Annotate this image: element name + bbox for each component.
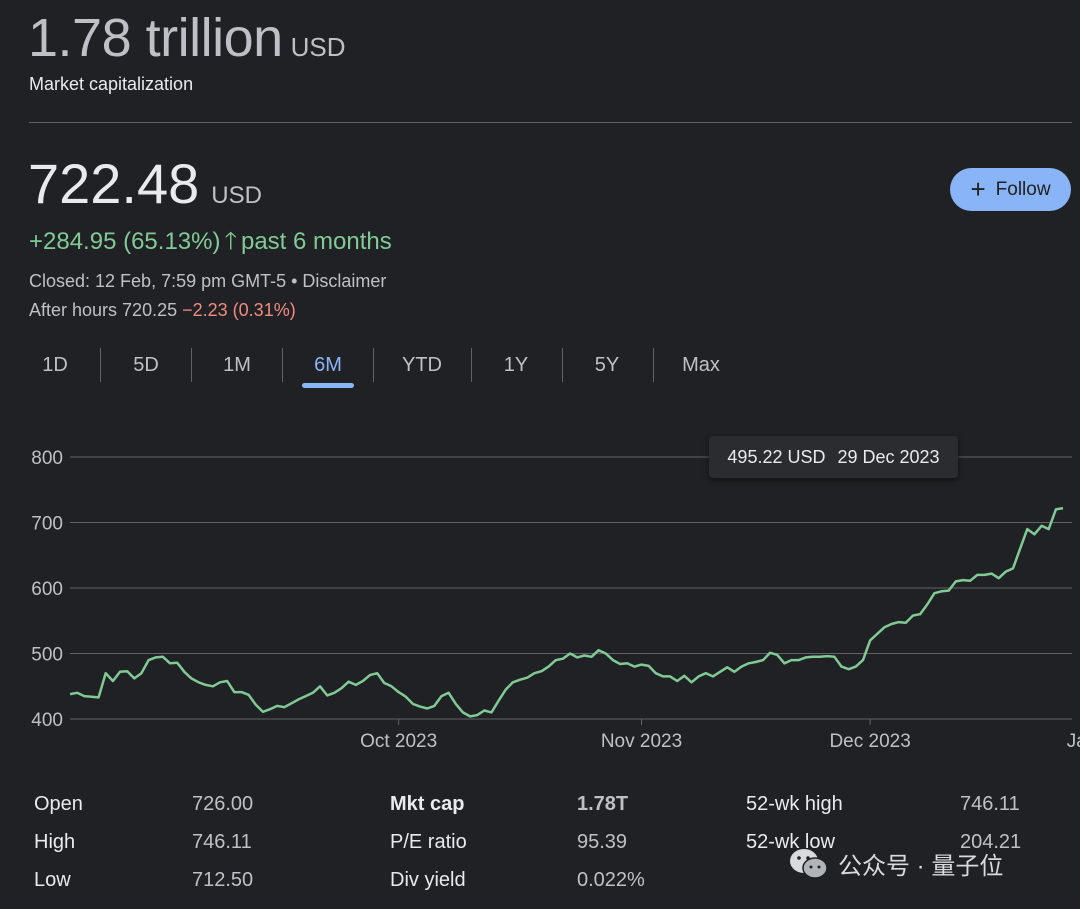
market-cap-currency: USD xyxy=(290,32,346,62)
after-hours-price: After hours 720.25 xyxy=(29,300,178,320)
x-tick-label: Nov 2023 xyxy=(601,731,682,752)
follow-button[interactable]: + Follow xyxy=(950,168,1071,211)
stat-label-pe: P/E ratio xyxy=(390,831,467,853)
stat-value-div-yield: 0.022% xyxy=(577,869,645,891)
price-line xyxy=(69,506,1064,718)
price-change: +284.95 (65.13%) 🡑 past 6 months xyxy=(29,224,392,265)
stat-value-open: 726.00 xyxy=(192,793,254,815)
tooltip-date: 29 Dec 2023 xyxy=(837,446,940,467)
closed-info: Closed: 12 Feb, 7:59 pm GMT-5 • Disclaim… xyxy=(29,271,387,291)
tab-1m[interactable]: 1M xyxy=(223,354,251,376)
follow-label: Follow xyxy=(995,178,1051,200)
price-change-value: +284.95 (65.13%) xyxy=(29,228,221,255)
market-cap-label: Market capitalization xyxy=(29,74,194,94)
stat-label-low: Low xyxy=(34,869,71,891)
stat-value-mkt-cap: 1.78T xyxy=(577,793,629,815)
tab-5y[interactable]: 5Y xyxy=(594,354,620,376)
market-cap-value: 1.78 trillion USD xyxy=(28,6,346,79)
tab-ytd[interactable]: YTD xyxy=(402,354,442,376)
tab-separator xyxy=(373,348,374,382)
stat-label-52wk-low: 52-wk low xyxy=(746,831,835,853)
stat-value-52wk-high: 746.11 xyxy=(960,793,1020,815)
x-tick-label: Jan 2024 xyxy=(1067,731,1080,752)
market-cap-number: 1.78 trillion xyxy=(28,8,283,68)
tooltip-value: 495.22 USD xyxy=(727,446,826,467)
stat-value-high: 746.11 xyxy=(192,831,252,853)
tab-separator xyxy=(562,348,563,382)
tab-5d[interactable]: 5D xyxy=(133,354,159,376)
price-number: 722.48 xyxy=(28,152,200,215)
stat-value-low: 712.50 xyxy=(192,869,254,891)
price-change-period: past 6 months xyxy=(240,228,392,255)
tab-separator xyxy=(653,348,654,382)
y-tick-label: 400 xyxy=(31,710,63,731)
tab-1y[interactable]: 1Y xyxy=(503,354,529,376)
y-tick-label: 800 xyxy=(31,448,63,469)
tab-6m[interactable]: 6M xyxy=(314,354,342,376)
tab-max[interactable]: Max xyxy=(682,354,720,376)
x-tick-label: Dec 2023 xyxy=(829,731,910,752)
after-hours-info: After hours 720.25 −2.23 (0.31%) xyxy=(29,300,296,321)
divider xyxy=(29,122,1072,123)
wechat-icon xyxy=(790,848,828,879)
stat-label-mkt-cap: Mkt cap xyxy=(390,793,465,815)
y-tick-label: 600 xyxy=(31,579,63,600)
tab-separator xyxy=(191,348,192,382)
active-tab-indicator xyxy=(302,383,354,388)
stat-label-open: Open xyxy=(34,793,83,815)
y-tick-label: 500 xyxy=(31,645,63,666)
chart-tooltip: 495.22 USD 29 Dec 2023 xyxy=(709,436,958,478)
tab-separator xyxy=(100,348,101,382)
tab-separator xyxy=(282,348,283,382)
tab-1d[interactable]: 1D xyxy=(42,354,68,376)
arrow-up-icon: 🡑 xyxy=(224,228,237,255)
price-chart[interactable]: 800 700 600 500 400 Oct 2023 Nov 2023 Dec 2023… xyxy=(0,420,1080,760)
tab-separator xyxy=(471,348,472,382)
y-tick-label: 700 xyxy=(31,514,63,535)
stat-label-52wk-high: 52-wk high xyxy=(746,793,843,815)
price-currency: USD xyxy=(211,182,262,209)
stat-label-high: High xyxy=(34,831,76,853)
watermark-text: 公众号 · 量子位 xyxy=(838,853,1004,880)
after-hours-change: −2.23 (0.31%) xyxy=(182,300,296,320)
stat-value-52wk-low: 204.21 xyxy=(960,831,1022,853)
stat-value-pe: 95.39 xyxy=(577,831,628,853)
watermark: 公众号 · 量子位 xyxy=(788,846,1003,881)
x-tick-label: Oct 2023 xyxy=(360,731,437,752)
plus-icon: + xyxy=(970,173,986,204)
stat-label-div-yield: Div yield xyxy=(390,869,466,891)
price-value: 722.48 USD xyxy=(28,152,262,228)
